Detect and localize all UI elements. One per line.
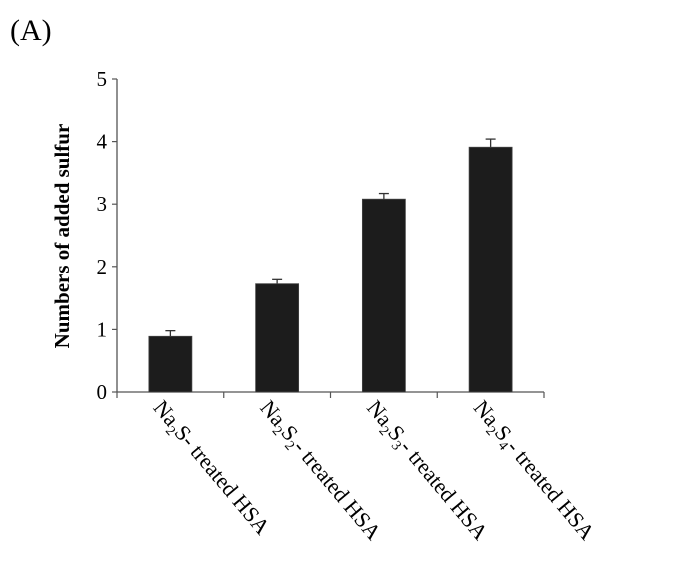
bar <box>148 335 193 393</box>
y-tick-label: 0 <box>97 380 108 404</box>
y-tick-label: 1 <box>97 317 108 341</box>
y-axis-label: Numbers of added sulfur <box>50 124 74 349</box>
y-tick-label: 4 <box>97 130 108 154</box>
y-tick-label: 5 <box>97 67 108 91</box>
panel-label: (A) <box>10 14 52 47</box>
x-tick-label: Na2S- treated HSA <box>145 395 275 542</box>
y-tick-label: 3 <box>97 192 108 216</box>
bar <box>255 283 300 393</box>
y-tick-label: 2 <box>97 255 108 279</box>
bar <box>468 146 513 393</box>
bar <box>361 198 406 393</box>
